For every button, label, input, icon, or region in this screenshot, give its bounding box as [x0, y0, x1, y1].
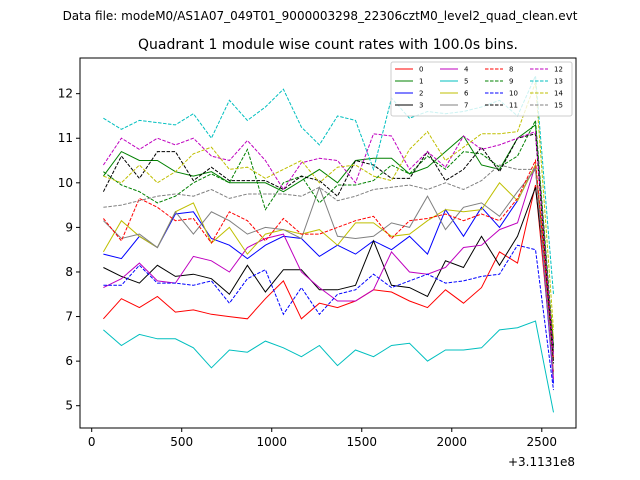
series-line-6 — [102, 163, 554, 339]
plot-frame — [79, 57, 577, 429]
series-line-9 — [103, 118, 554, 348]
x-axis-ticks: 0 500 1000 1500 2000 2500 — [88, 428, 557, 449]
series-line-0 — [103, 184, 554, 373]
x-tick-label: 1000 — [256, 435, 287, 449]
series-line-14 — [103, 82, 554, 330]
y-tick-label: 12 — [58, 87, 73, 101]
series-line-12 — [102, 130, 554, 355]
series-layer — [102, 75, 554, 413]
x-tick-label: 500 — [170, 435, 193, 449]
x-tick-label: 1500 — [346, 435, 377, 449]
legend-label-7: 7 — [464, 102, 468, 110]
legend-box — [390, 61, 573, 117]
legend-label-12: 12 — [554, 66, 563, 74]
series-line-15 — [103, 164, 554, 375]
x-axis-offset-label: +3.1131e8 — [508, 455, 575, 469]
legend-label-1: 1 — [419, 78, 423, 86]
legend-label-4: 4 — [464, 66, 469, 74]
series-line-4 — [103, 164, 554, 380]
y-tick-label: 10 — [58, 176, 73, 190]
y-tick-label: 7 — [65, 310, 73, 324]
series-line-7 — [103, 168, 554, 362]
legend-label-0: 0 — [419, 66, 423, 74]
y-axis-ticks: 5 6 7 8 9 10 11 12 — [58, 87, 80, 413]
legend-label-6: 6 — [464, 90, 469, 98]
series-line-10 — [103, 244, 554, 391]
chart-suptitle: Data file: modeM0/AS1A07_049T01_90000032… — [63, 9, 578, 23]
series-line-2 — [103, 163, 554, 384]
legend-label-5: 5 — [464, 78, 468, 86]
series-line-11 — [102, 133, 554, 364]
legend-label-13: 13 — [554, 78, 563, 86]
y-tick-label: 8 — [65, 265, 73, 279]
legend-label-15: 15 — [554, 102, 563, 110]
x-tick-label: 2500 — [527, 435, 558, 449]
series-line-3 — [103, 187, 554, 346]
y-tick-label: 11 — [58, 131, 73, 145]
legend-label-8: 8 — [509, 66, 513, 74]
series-line-13 — [103, 75, 554, 295]
legend-label-2: 2 — [419, 90, 423, 98]
y-tick-label: 9 — [65, 220, 73, 234]
series-line-5 — [103, 320, 554, 413]
x-tick-label: 0 — [88, 435, 96, 449]
series-line-1 — [102, 123, 554, 353]
y-tick-label: 5 — [65, 399, 73, 413]
legend-label-10: 10 — [509, 90, 518, 98]
legend-label-3: 3 — [419, 102, 423, 110]
y-tick-label: 6 — [65, 354, 73, 368]
series-line-8 — [103, 158, 554, 359]
chart-title: Quadrant 1 module wise count rates with … — [138, 37, 518, 53]
legend-label-9: 9 — [509, 78, 513, 86]
legend-label-11: 11 — [509, 102, 518, 110]
x-tick-label: 2000 — [437, 435, 468, 449]
legend-label-14: 14 — [554, 90, 563, 98]
